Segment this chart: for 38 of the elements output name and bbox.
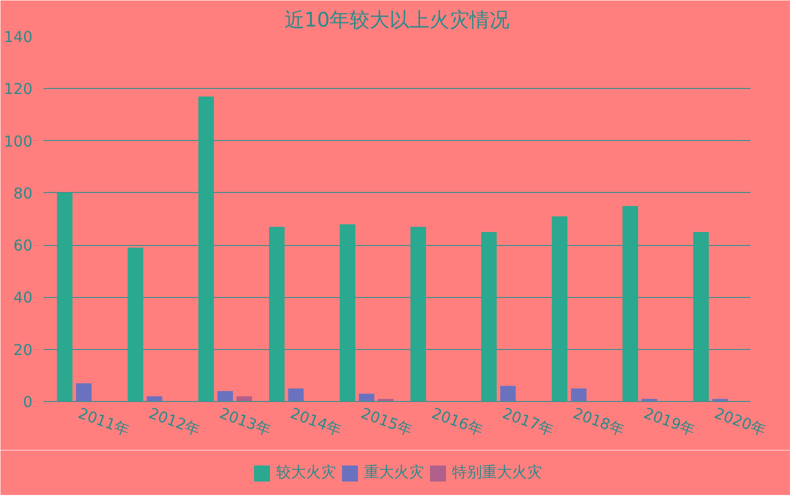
x-tick-label: 2012年 — [146, 404, 203, 440]
bar — [198, 96, 214, 402]
chart-title: 近10年较大以上火灾情况 — [284, 8, 510, 32]
y-tick-label: 60 — [13, 236, 33, 255]
x-tick-label: 2019年 — [641, 404, 698, 440]
bar — [552, 216, 568, 402]
legend-label: 较大火灾 — [276, 463, 336, 482]
bar — [76, 383, 92, 402]
bar — [481, 232, 497, 402]
legend-label: 重大火灾 — [364, 463, 424, 482]
legend-label: 特别重大火灾 — [452, 463, 542, 482]
bar — [340, 224, 356, 402]
x-tick-label: 2013年 — [217, 404, 274, 440]
bar — [269, 226, 285, 402]
x-tick-label: 2014年 — [288, 404, 344, 440]
y-tick-label: 100 — [4, 132, 33, 150]
x-tick-label: 2015年 — [358, 404, 415, 440]
bar — [217, 391, 233, 402]
y-tick-label: 140 — [4, 28, 33, 46]
y-tick-label: 120 — [4, 80, 33, 98]
bar — [288, 388, 304, 402]
x-tick-label: 2011年 — [76, 404, 132, 440]
bar — [622, 206, 638, 402]
bar — [500, 386, 516, 402]
x-tick-label: 2018年 — [570, 404, 627, 440]
bar — [410, 226, 426, 402]
y-tick-label: 40 — [13, 288, 33, 307]
y-tick-label: 0 — [22, 393, 33, 411]
x-tick-label: 2017年 — [500, 404, 556, 440]
y-tick-label: 20 — [13, 340, 33, 359]
bar — [56, 192, 72, 402]
x-tick-label: 2016年 — [429, 404, 486, 440]
bar — [358, 394, 374, 402]
bar — [570, 388, 586, 402]
bar — [128, 248, 144, 402]
bar — [693, 232, 709, 402]
x-tick-label: 2020年 — [712, 404, 768, 440]
y-tick-label: 80 — [13, 184, 33, 202]
